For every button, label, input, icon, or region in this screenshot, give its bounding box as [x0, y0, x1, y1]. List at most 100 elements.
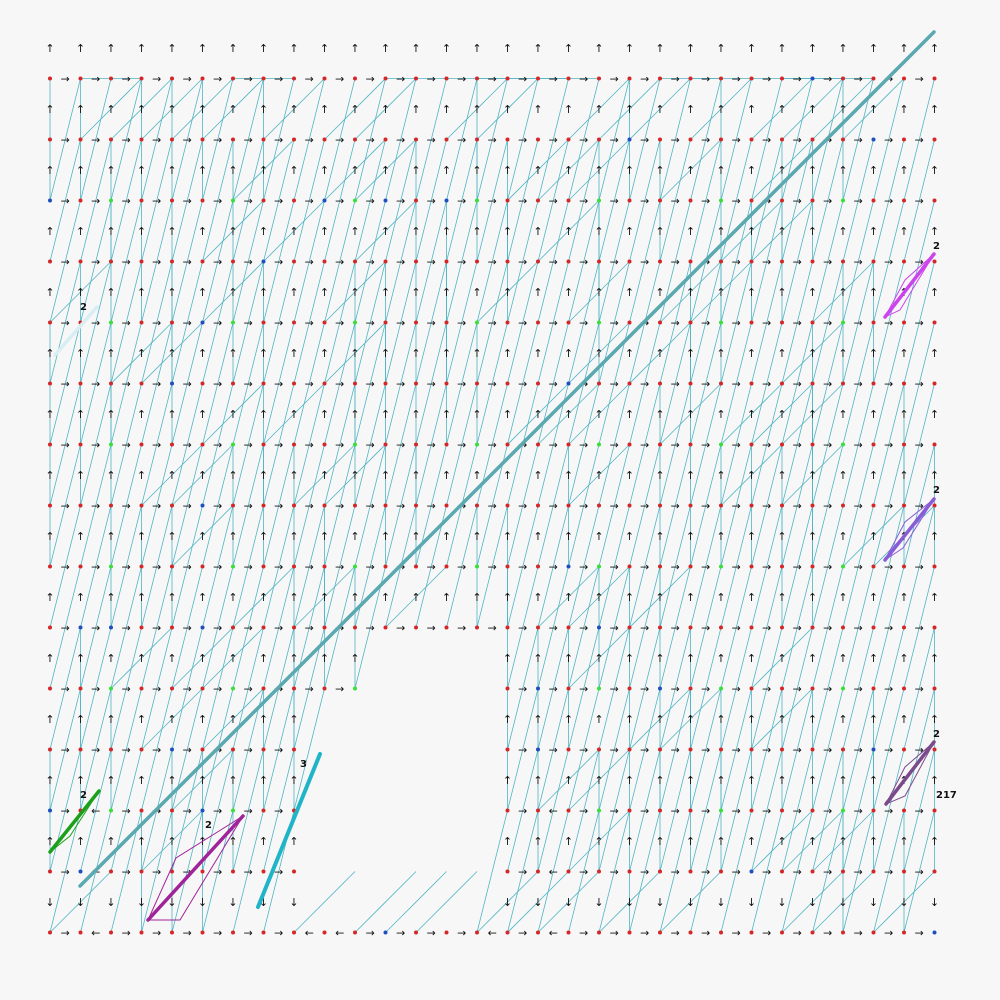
right-arrow-icon: →: [610, 195, 619, 208]
right-arrow-icon: →: [396, 622, 405, 635]
mesh-edge: [690, 627, 722, 750]
up-arrow-icon: ↑: [899, 835, 908, 848]
up-arrow-icon: ↑: [899, 408, 908, 421]
right-arrow-icon: →: [915, 195, 924, 208]
right-arrow-icon: →: [518, 256, 527, 269]
up-arrow-icon: ↑: [106, 42, 115, 55]
mesh-edge: [751, 322, 783, 445]
up-arrow-icon: ↑: [777, 530, 786, 543]
up-arrow-icon: ↑: [228, 347, 237, 360]
highlighted-path: [146, 814, 245, 922]
mesh-edge: [507, 383, 569, 445]
mesh-edge: [263, 139, 295, 262]
up-arrow-icon: ↑: [777, 713, 786, 726]
right-arrow-icon: →: [305, 500, 314, 513]
up-arrow-icon: ↑: [167, 286, 176, 299]
right-arrow-icon: →: [579, 866, 588, 879]
right-arrow-icon: →: [335, 134, 344, 147]
right-arrow-icon: →: [183, 744, 192, 757]
right-arrow-icon: →: [244, 378, 253, 391]
up-arrow-icon: ↑: [228, 530, 237, 543]
right-arrow-icon: →: [274, 561, 283, 574]
right-arrow-icon: →: [823, 927, 832, 940]
up-arrow-icon: ↑: [716, 469, 725, 482]
right-arrow-icon: →: [579, 256, 588, 269]
up-arrow-icon: ↑: [137, 835, 146, 848]
right-arrow-icon: →: [610, 622, 619, 635]
up-arrow-icon: ↑: [198, 469, 207, 482]
right-arrow-icon: →: [213, 73, 222, 86]
right-arrow-icon: →: [183, 561, 192, 574]
right-arrow-icon: →: [457, 561, 466, 574]
right-arrow-icon: →: [91, 500, 100, 513]
up-arrow-icon: ↑: [716, 591, 725, 604]
mesh-edge: [568, 688, 600, 811]
right-arrow-icon: →: [610, 927, 619, 940]
up-arrow-icon: ↑: [777, 225, 786, 238]
up-arrow-icon: ↑: [259, 774, 268, 787]
mesh-edge: [690, 749, 722, 872]
right-arrow-icon: →: [396, 134, 405, 147]
highlighted-path-outline: [49, 790, 100, 853]
up-arrow-icon: ↑: [899, 225, 908, 238]
up-arrow-icon: ↑: [716, 835, 725, 848]
grid-node: [719, 686, 723, 691]
right-arrow-icon: →: [915, 927, 924, 940]
highlighted-path-outline: [884, 498, 935, 561]
right-arrow-icon: →: [366, 561, 375, 574]
mesh-edge: [49, 383, 81, 506]
mesh-edge: [873, 810, 905, 933]
grid-node: [353, 503, 357, 508]
up-arrow-icon: ↑: [106, 408, 115, 421]
right-arrow-icon: →: [518, 195, 527, 208]
up-arrow-icon: ↑: [747, 774, 756, 787]
up-arrow-icon: ↑: [625, 164, 634, 177]
mesh-edge: [507, 871, 569, 933]
left-arrow-icon: ←: [549, 805, 558, 818]
mesh-edge: [903, 78, 935, 201]
mesh-edge: [781, 749, 813, 872]
mesh-edge: [171, 627, 203, 750]
path-label-right-lower: 2: [933, 729, 940, 740]
right-arrow-icon: →: [396, 927, 405, 940]
up-arrow-icon: ↑: [930, 103, 939, 116]
mesh-edge: [537, 627, 569, 750]
right-arrow-icon: →: [610, 683, 619, 696]
up-arrow-icon: ↑: [747, 286, 756, 299]
grid-node: [932, 808, 937, 813]
mesh-edge: [141, 322, 173, 445]
right-arrow-icon: →: [488, 622, 497, 635]
mesh-edge: [568, 261, 600, 384]
right-arrow-icon: →: [366, 134, 375, 147]
mesh-edge: [629, 688, 661, 811]
grid-node: [475, 442, 479, 447]
grid-node: [719, 320, 723, 325]
grid-node: [353, 137, 357, 142]
right-arrow-icon: →: [640, 744, 649, 757]
mesh-edge: [720, 688, 752, 811]
grid-node: [597, 137, 601, 142]
mesh-edge: [812, 444, 844, 567]
up-arrow-icon: ↑: [76, 774, 85, 787]
grid-node: [566, 808, 571, 813]
grid-node: [719, 198, 723, 203]
right-arrow-icon: →: [823, 744, 832, 757]
right-arrow-icon: →: [549, 439, 558, 452]
right-arrow-icon: →: [152, 622, 161, 635]
left-arrow-icon: ←: [549, 866, 558, 879]
right-arrow-icon: →: [183, 134, 192, 147]
grid-node: [109, 686, 113, 691]
up-arrow-icon: ↓: [625, 896, 634, 909]
grid-node: [780, 747, 784, 752]
right-arrow-icon: →: [640, 134, 649, 147]
right-arrow-icon: →: [91, 744, 100, 757]
mesh-edge: [80, 78, 112, 201]
up-arrow-icon: ↑: [686, 286, 695, 299]
grid-node: [932, 503, 937, 508]
mesh-edge: [659, 78, 691, 201]
up-arrow-icon: ↑: [747, 164, 756, 177]
up-arrow-icon: ↑: [716, 408, 725, 421]
mesh-edge: [598, 139, 630, 262]
right-arrow-icon: →: [762, 744, 771, 757]
mesh-edge: [49, 200, 81, 323]
